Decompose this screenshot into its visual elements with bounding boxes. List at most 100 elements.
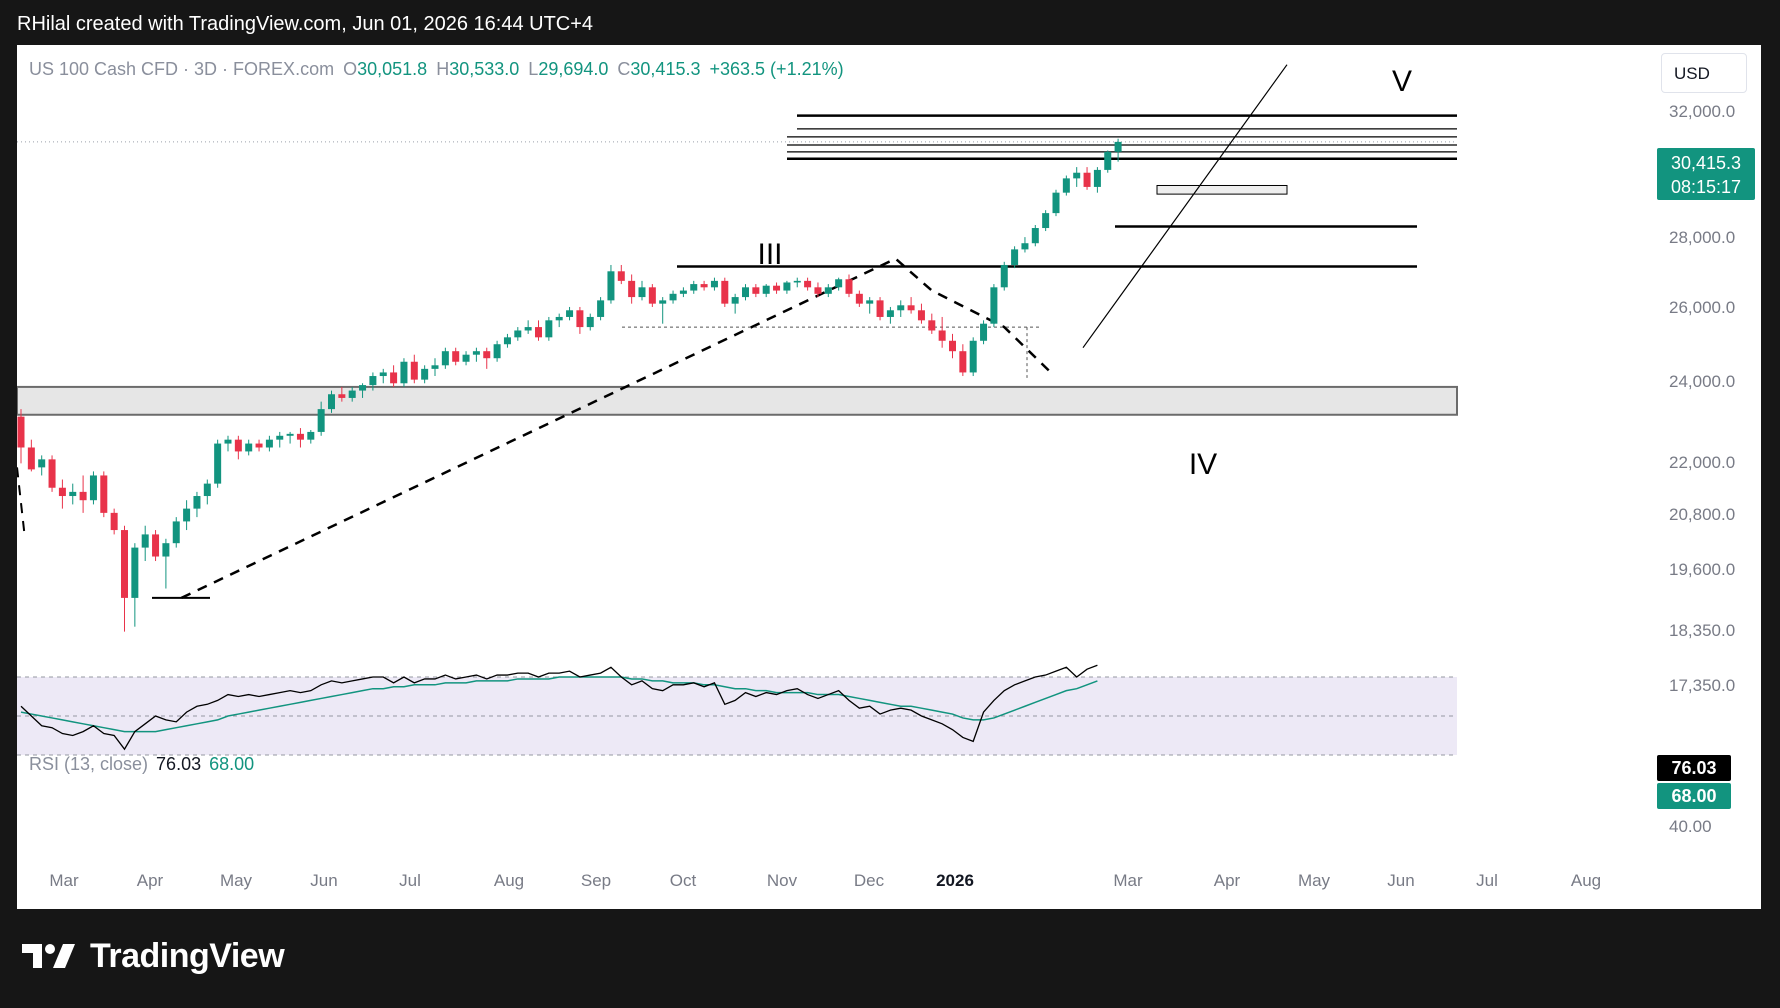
- close-value: 30,415.3: [630, 59, 701, 79]
- candle-body: [866, 300, 874, 304]
- candle-body: [255, 443, 263, 448]
- candle-body: [328, 394, 335, 410]
- low-label: L: [528, 59, 539, 79]
- candle-body: [203, 483, 211, 497]
- brand-name: TradingView: [90, 936, 285, 975]
- x-tick-mar: Mar: [49, 871, 79, 890]
- candle-body: [276, 435, 284, 440]
- candle-body: [152, 534, 160, 557]
- candle-body: [876, 300, 884, 317]
- candle-body: [814, 287, 822, 294]
- candle-body: [804, 280, 812, 288]
- candle-body: [793, 280, 801, 283]
- candle-body: [1062, 178, 1070, 193]
- x-tick-jul: Jul: [399, 871, 421, 890]
- rsi-axis-label: 40.00: [1669, 817, 1712, 836]
- candle-body: [835, 279, 843, 288]
- rsi-line: [20, 664, 1098, 751]
- candle-body: [493, 344, 501, 359]
- rsi-legend: RSI (13, close) 76.03 68.00: [29, 754, 254, 775]
- candle-body: [224, 439, 232, 444]
- candle-body: [690, 284, 698, 291]
- candle-body: [58, 487, 66, 497]
- candle-body: [949, 340, 956, 352]
- candle-body: [410, 361, 418, 380]
- y-tick-32000: 32,000.0: [1669, 102, 1736, 121]
- candle-body: [110, 512, 118, 531]
- candle-body: [89, 475, 97, 501]
- candle-body: [369, 376, 377, 386]
- chart-frame[interactable]: US 100 Cash CFD · 3D · FOREX.com O30,051…: [17, 45, 1761, 909]
- candle-body: [845, 279, 853, 294]
- candle-body: [917, 310, 925, 321]
- attribution-text: RHilal created with TradingView.com, Jun…: [17, 13, 594, 35]
- candle-body: [659, 300, 667, 304]
- candle-body: [773, 285, 781, 291]
- candle-body: [1011, 249, 1019, 265]
- candle-body: [100, 475, 108, 513]
- x-tick-apr-2026: Apr: [1213, 871, 1241, 890]
- candle-body: [359, 385, 367, 391]
- candle-body: [503, 337, 511, 345]
- candle-body: [286, 433, 294, 436]
- candle-body: [183, 508, 191, 522]
- candle-body: [1093, 169, 1101, 187]
- x-tick-apr: Apr: [136, 871, 164, 890]
- last-price-tag: 30,415.3 08:15:17: [1657, 148, 1755, 200]
- x-tick-dec: Dec: [853, 871, 885, 890]
- trend-line: [1082, 64, 1288, 349]
- candle-body: [555, 316, 563, 321]
- candle-body: [1083, 172, 1091, 187]
- attribution-bar: RHilal created with TradingView.com, Jun…: [0, 0, 1780, 45]
- candle-body: [317, 409, 325, 432]
- candle-body: [1104, 151, 1112, 170]
- tradingview-logo[interactable]: TradingView: [20, 934, 285, 978]
- x-tick-mar-2026: Mar: [1113, 871, 1143, 890]
- symbol-legend: US 100 Cash CFD · 3D · FOREX.com O30,051…: [29, 59, 844, 80]
- currency-button[interactable]: USD: [1661, 53, 1747, 93]
- rsi-value: 76.03: [156, 754, 202, 774]
- x-tick-jun-2026: Jun: [1387, 871, 1415, 890]
- y-tick-28000: 28,000.0: [1669, 228, 1736, 247]
- candle-body: [742, 287, 749, 298]
- candle-body: [897, 305, 905, 311]
- candle-body: [990, 287, 998, 324]
- candle-body: [959, 351, 967, 373]
- candle-body: [731, 297, 739, 304]
- open-label: O: [343, 59, 358, 79]
- wave-dashed-path: [180, 257, 1052, 600]
- candle-body: [17, 416, 25, 448]
- candle-body: [193, 496, 201, 509]
- candle-body: [907, 305, 915, 311]
- candle-body: [214, 443, 222, 484]
- price-chart[interactable]: [17, 45, 1761, 909]
- candle-body: [121, 530, 128, 598]
- last-price: 30,415.3: [1670, 153, 1742, 173]
- candle-body: [824, 287, 832, 294]
- candle-body: [762, 285, 770, 294]
- candle-body: [700, 284, 708, 288]
- candle-body: [379, 372, 387, 377]
- candle-body: [576, 310, 584, 328]
- candle-body: [265, 439, 273, 448]
- candle-body: [566, 310, 574, 317]
- candle-body: [721, 280, 729, 304]
- wave-label-v: V: [1391, 65, 1413, 98]
- candle-body: [679, 290, 687, 294]
- candle-body: [928, 320, 936, 331]
- candle-body: [452, 351, 460, 362]
- candle-body: [752, 287, 760, 294]
- x-tick-aug: Aug: [493, 871, 525, 890]
- candle-body: [886, 310, 894, 317]
- candle-body: [1031, 228, 1039, 244]
- x-tick-oct: Oct: [669, 871, 697, 890]
- y-tick-19600: 19,600.0: [1669, 560, 1736, 579]
- candle-body: [296, 433, 304, 440]
- candle-body: [1042, 213, 1050, 229]
- candle-body: [938, 330, 946, 341]
- candle-body: [1073, 172, 1081, 179]
- x-tick-2026: 2026: [936, 871, 974, 890]
- y-tick-24000: 24,000.0: [1669, 372, 1736, 391]
- consolidation-box: [1156, 184, 1288, 195]
- candle-body: [69, 491, 77, 497]
